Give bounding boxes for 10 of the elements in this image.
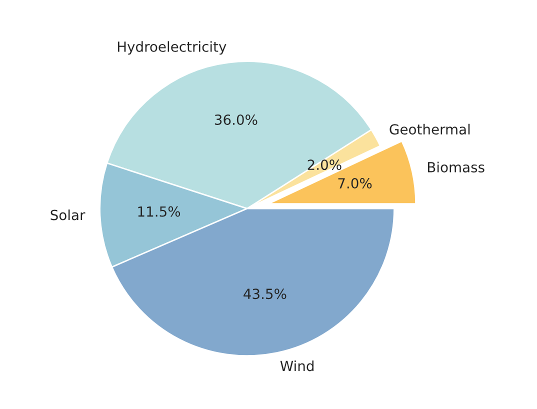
- slice-label: Solar: [50, 210, 86, 220]
- data-label: 7.0%: [338, 178, 372, 189]
- data-label: 11.5%: [138, 206, 180, 217]
- slice-label: Geothermal: [390, 124, 470, 135]
- data-label: 2.0%: [308, 160, 342, 170]
- slice-label: Biomass: [428, 162, 484, 172]
- data-label: 36.0%: [214, 114, 258, 125]
- slice-label: Hydroelectricity: [118, 41, 226, 55]
- data-label: 43.5%: [244, 288, 286, 300]
- slice-label: Wind: [280, 360, 314, 372]
